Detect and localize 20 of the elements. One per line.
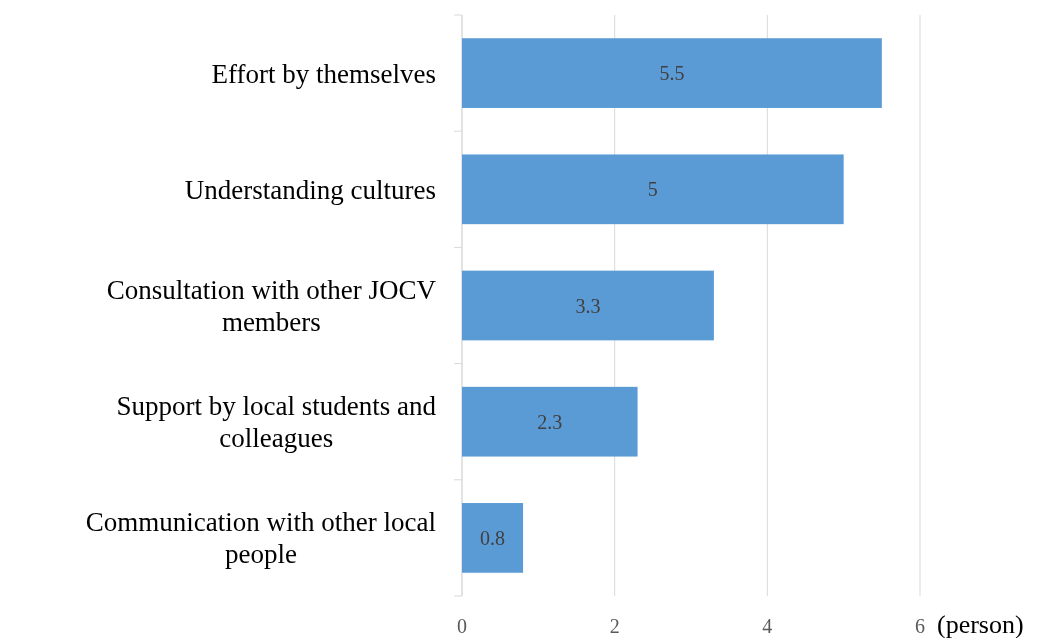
bar — [462, 38, 882, 108]
data-label: 2.3 — [537, 410, 563, 433]
bar — [462, 270, 714, 341]
y-tick-label: Support by local students and colleagues — [116, 391, 437, 454]
y-tick-label: Communication with other local people — [85, 507, 436, 570]
data-label: 5.5 — [659, 62, 685, 85]
x-tick-label: 4 — [762, 615, 773, 637]
y-tick-label: Understanding cultures — [184, 174, 436, 205]
bar — [462, 386, 638, 457]
bar — [462, 503, 524, 573]
x-tick-label: 2 — [609, 615, 620, 637]
x-tick-label: 0 — [457, 615, 467, 637]
y-tick-label: Effort by themselves — [211, 58, 436, 89]
x-axis-title: (person) — [937, 610, 1024, 638]
bar — [462, 154, 844, 225]
y-tick-label: Consultation with other JOCV members — [106, 274, 437, 337]
data-label: 5 — [647, 178, 658, 201]
x-tick-label: 6 — [915, 615, 925, 637]
data-label: 0.8 — [480, 526, 506, 549]
data-label: 3.3 — [575, 294, 601, 317]
